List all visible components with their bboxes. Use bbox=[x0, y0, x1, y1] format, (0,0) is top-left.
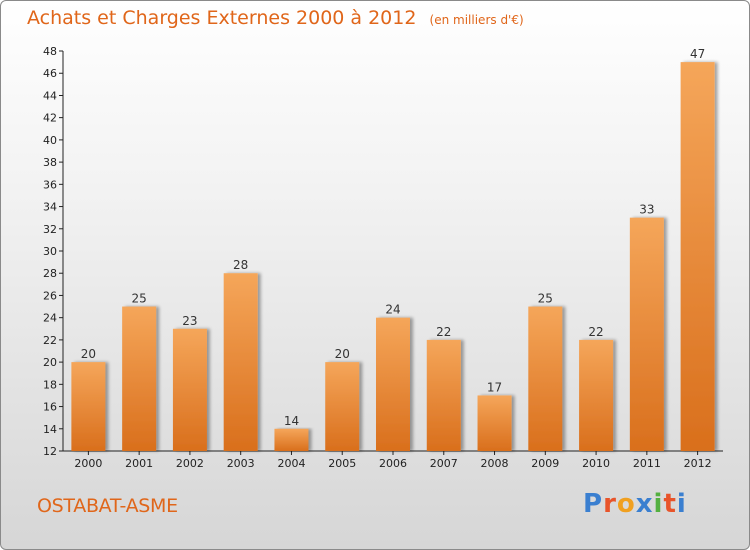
logo-letter: P bbox=[583, 489, 604, 519]
bar bbox=[579, 339, 614, 451]
y-tick-label: 24 bbox=[43, 312, 57, 325]
bar bbox=[172, 328, 207, 451]
bars bbox=[71, 62, 715, 451]
commune-name: OSTABAT-ASME bbox=[37, 495, 178, 517]
y-tick-label: 32 bbox=[43, 223, 57, 236]
y-tick-label: 18 bbox=[43, 378, 57, 391]
value-label: 23 bbox=[182, 314, 197, 328]
logo-letter: o bbox=[616, 489, 636, 519]
logo-letter: r bbox=[603, 489, 617, 519]
value-label: 47 bbox=[690, 47, 705, 61]
logo-letter: i bbox=[676, 489, 687, 519]
y-tick-label: 26 bbox=[43, 289, 57, 302]
value-labels: 20 25 23 28 14 20 24 22 17 25 22 33 47 bbox=[81, 47, 706, 428]
chart-title-text: Achats et Charges Externes 2000 à 2012 bbox=[27, 7, 417, 29]
logo-letter: t bbox=[663, 489, 677, 519]
y-tick-label: 40 bbox=[43, 134, 57, 147]
y-tick-label: 14 bbox=[43, 423, 57, 436]
value-label: 22 bbox=[588, 325, 603, 339]
y-tick-label: 34 bbox=[43, 201, 57, 214]
bar bbox=[477, 395, 512, 451]
y-tick-label: 38 bbox=[43, 156, 57, 169]
y-tick-label: 36 bbox=[43, 178, 57, 191]
bar bbox=[122, 306, 157, 451]
logo-letter: i bbox=[653, 489, 664, 519]
bar bbox=[325, 362, 360, 451]
chart-title: Achats et Charges Externes 2000 à 2012 (… bbox=[27, 7, 524, 29]
x-tick-label: 2008 bbox=[481, 457, 509, 470]
proxiti-logo: Proxiti bbox=[583, 489, 687, 519]
x-tick-label: 2007 bbox=[430, 457, 458, 470]
bar bbox=[680, 62, 715, 451]
x-tick-label: 2012 bbox=[684, 457, 712, 470]
y-tick-label: 46 bbox=[43, 67, 57, 80]
value-label: 24 bbox=[385, 303, 400, 317]
x-tick-label: 2003 bbox=[227, 457, 255, 470]
value-label: 25 bbox=[538, 292, 553, 306]
bar bbox=[376, 317, 410, 451]
chart-unit: (en milliers d'€) bbox=[429, 13, 524, 27]
logo-letter: x bbox=[635, 489, 654, 519]
y-tick-label: 22 bbox=[43, 334, 57, 347]
bar bbox=[274, 428, 309, 451]
value-label: 20 bbox=[81, 347, 96, 361]
x-tick-label: 2005 bbox=[328, 457, 356, 470]
value-label: 28 bbox=[233, 258, 248, 272]
x-tick-label: 2009 bbox=[531, 457, 559, 470]
value-label: 25 bbox=[132, 292, 147, 306]
y-tick-label: 20 bbox=[43, 356, 57, 369]
value-label: 14 bbox=[284, 414, 299, 428]
value-label: 33 bbox=[639, 203, 654, 217]
value-label: 20 bbox=[335, 347, 350, 361]
x-tick-label: 2004 bbox=[277, 457, 305, 470]
value-label: 17 bbox=[487, 380, 502, 394]
value-label: 22 bbox=[436, 325, 451, 339]
y-tick-label: 28 bbox=[43, 267, 57, 280]
x-tick-label: 2000 bbox=[74, 457, 102, 470]
y-tick-label: 48 bbox=[43, 45, 57, 58]
y-tick-label: 42 bbox=[43, 112, 57, 125]
bar bbox=[629, 217, 664, 451]
x-tick-label: 2002 bbox=[176, 457, 204, 470]
y-tick-label: 44 bbox=[43, 89, 57, 102]
y-tick-label: 16 bbox=[43, 401, 57, 414]
x-tick-label: 2006 bbox=[379, 457, 407, 470]
bar bbox=[426, 339, 461, 451]
bar bbox=[528, 306, 563, 451]
y-tick-label: 12 bbox=[43, 445, 57, 458]
bar bbox=[71, 362, 106, 451]
bar bbox=[223, 273, 258, 451]
x-tick-label: 2001 bbox=[125, 457, 153, 470]
y-tick-label: 30 bbox=[43, 245, 57, 258]
x-tick-label: 2011 bbox=[633, 457, 661, 470]
x-tick-label: 2010 bbox=[582, 457, 610, 470]
